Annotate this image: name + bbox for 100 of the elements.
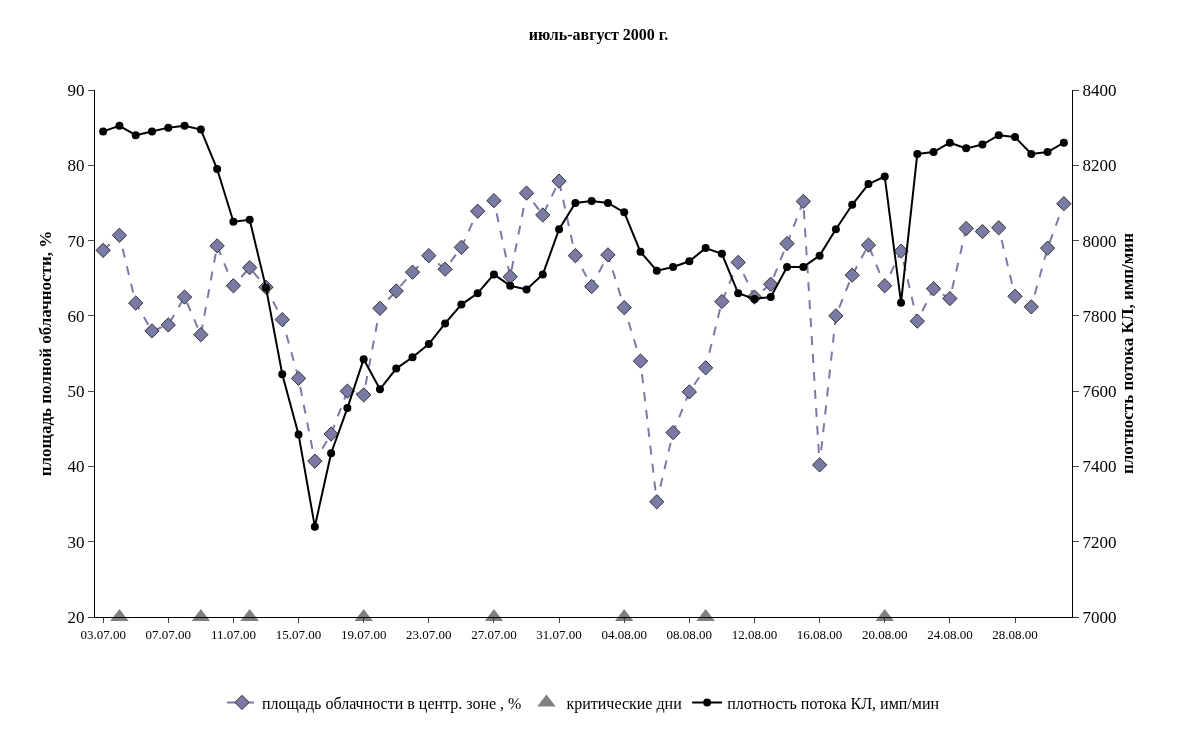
point <box>877 278 893 294</box>
y2-tick-label: 7800 <box>1082 306 1117 326</box>
point <box>213 165 222 174</box>
point <box>128 295 144 311</box>
point <box>424 340 433 349</box>
point <box>147 127 156 136</box>
point <box>343 404 352 413</box>
point <box>421 247 437 264</box>
point <box>1007 288 1023 304</box>
point <box>457 300 466 309</box>
x-tick-label: 31.07.00 <box>536 626 582 642</box>
point <box>209 238 225 254</box>
point <box>1027 149 1036 158</box>
x-tick-label: 03.07.00 <box>80 626 126 642</box>
point <box>701 244 710 253</box>
y-axis-title: площадь полной облачности, % <box>36 230 55 477</box>
point <box>131 131 140 140</box>
x-tick-label: 16.08.00 <box>796 626 843 642</box>
point <box>375 385 384 394</box>
y2-tick-label: 7400 <box>1082 457 1117 477</box>
point <box>974 223 991 240</box>
point <box>945 138 954 147</box>
point <box>339 383 356 399</box>
point <box>913 149 922 158</box>
point <box>717 249 726 258</box>
point <box>180 121 189 130</box>
point <box>1059 138 1068 147</box>
point <box>1043 148 1052 157</box>
point <box>404 264 421 280</box>
point <box>616 299 632 316</box>
point <box>880 172 889 181</box>
y2-tick-label: 8400 <box>1082 80 1117 100</box>
x-tick-label: 04.08.00 <box>601 626 647 642</box>
y2-tick-label: 7000 <box>1082 607 1117 627</box>
point <box>294 430 303 439</box>
point <box>538 270 547 279</box>
point <box>388 283 404 299</box>
point <box>620 208 629 217</box>
x-tick-label: 23.07.00 <box>406 626 452 642</box>
point <box>929 148 938 157</box>
point <box>1056 196 1072 212</box>
point <box>408 353 417 362</box>
point <box>783 262 792 271</box>
point <box>583 278 600 295</box>
point <box>1023 299 1039 315</box>
point <box>811 457 828 473</box>
y-tick-label: 40 <box>67 457 85 477</box>
point <box>815 251 824 260</box>
point <box>437 261 453 277</box>
point <box>278 370 287 379</box>
point <box>489 270 498 279</box>
point <box>649 494 665 510</box>
y2-tick-label: 7600 <box>1082 382 1117 402</box>
x-tick-label: 27.07.00 <box>471 626 517 642</box>
point <box>603 198 612 207</box>
x-tick-label: 20.08.00 <box>861 626 908 642</box>
point <box>893 243 909 259</box>
point <box>1039 240 1056 256</box>
point <box>991 220 1007 236</box>
point <box>95 242 111 259</box>
point <box>486 193 502 209</box>
point <box>978 140 987 149</box>
point <box>652 266 661 275</box>
point <box>734 289 743 298</box>
point <box>844 267 860 283</box>
point <box>669 262 678 271</box>
point <box>897 298 906 307</box>
point <box>453 239 470 255</box>
x-tick-label: 15.07.00 <box>275 626 322 642</box>
point <box>115 121 124 130</box>
y-tick-label: 30 <box>67 532 85 552</box>
point <box>176 289 193 305</box>
point <box>372 300 388 316</box>
y-tick-label: 80 <box>67 156 85 176</box>
point <box>307 453 323 469</box>
x-tick-label: 08.08.00 <box>666 626 713 642</box>
point <box>522 285 531 294</box>
point <box>144 323 160 339</box>
point <box>99 127 108 136</box>
point <box>864 180 873 189</box>
y-tick-label: 50 <box>67 382 85 402</box>
x-tick-label: 11.07.00 <box>210 626 256 642</box>
y2-tick-label: 8000 <box>1082 231 1117 251</box>
point <box>636 247 645 256</box>
x-tick-label: 24.08.00 <box>927 626 973 642</box>
legend-label: критические дни <box>566 694 683 713</box>
point <box>848 200 857 209</box>
y-tick-label: 20 <box>67 607 85 627</box>
point <box>766 293 775 302</box>
point <box>994 131 1003 140</box>
point <box>795 193 811 210</box>
y-tick-label: 70 <box>67 231 85 251</box>
point <box>310 522 319 531</box>
point <box>632 353 649 369</box>
point <box>909 313 925 329</box>
point <box>685 257 694 266</box>
point <box>193 327 209 343</box>
point <box>730 254 746 271</box>
point <box>111 227 128 243</box>
point <box>323 426 339 442</box>
